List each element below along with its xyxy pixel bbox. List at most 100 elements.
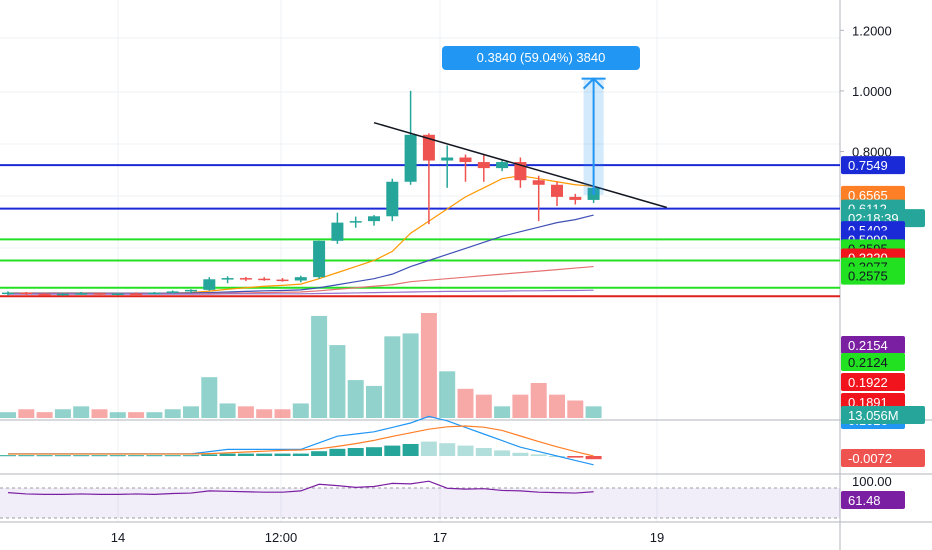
candle-body [93, 293, 106, 295]
macd-histogram-bar [36, 455, 53, 457]
macd-histogram-bar [457, 445, 474, 456]
macd-histogram-bar [329, 448, 346, 456]
volume-tag: 0.1922 [848, 375, 888, 390]
volume-tag: 13.056M [848, 408, 899, 423]
volume-bar [54, 409, 71, 418]
candle-body [313, 240, 326, 278]
macd-tag: -0.0072 [848, 451, 892, 466]
macd-histogram-bar [219, 453, 236, 456]
candle-body [349, 221, 362, 223]
volume-bar [402, 333, 419, 418]
candle-body [551, 184, 563, 197]
macd-histogram-bar [292, 453, 309, 456]
rsi-max-label: 100.00 [852, 474, 892, 489]
candle-body [331, 222, 344, 241]
macd-histogram-bar [237, 453, 254, 456]
volume-bar [164, 409, 181, 418]
volume-tag: 0.2154 [848, 338, 888, 353]
volume-bar [292, 403, 309, 418]
macd-histogram-bar [494, 450, 511, 456]
candle-body [294, 277, 307, 281]
price-axis-label: 1.0000 [852, 84, 892, 99]
candle-body [166, 291, 179, 293]
macd-histogram-bar [384, 445, 401, 456]
candle-body [56, 293, 69, 296]
volume-bar [530, 383, 547, 418]
macd-histogram-bar [18, 455, 35, 457]
candle-body [532, 180, 545, 185]
candle-body [404, 134, 417, 182]
volume-bar [311, 315, 328, 418]
macd-tag-bg [841, 449, 925, 467]
volume-tag-bg [841, 373, 905, 391]
volume-tag-bg [841, 406, 925, 424]
volume-bar [475, 394, 492, 418]
volume-bar [329, 345, 346, 418]
rsi-tag: 61.48 [848, 493, 881, 508]
candle-body [368, 216, 380, 222]
candle-body [20, 292, 33, 295]
trend-line [373, 121, 668, 209]
candle-body [459, 157, 472, 163]
price-tag-bg [841, 266, 905, 285]
measure-label: 0.3840 (59.04%) 3840 [442, 46, 640, 70]
macd-histogram-bar [91, 455, 108, 457]
candle-body [221, 278, 234, 280]
macd-histogram-bar [439, 443, 456, 456]
candle-body [258, 278, 271, 281]
macd-histogram-bar [475, 448, 492, 456]
volume-bar [347, 380, 364, 418]
candle-body [496, 162, 509, 169]
volume-bar [109, 412, 126, 418]
rsi-tag-bg [841, 491, 905, 509]
volume-bar [146, 412, 163, 418]
macd-histogram-bar [530, 454, 547, 456]
time-axis-label: 19 [650, 530, 664, 545]
macd-histogram-bar [201, 454, 218, 456]
candle-body [75, 293, 88, 295]
macd-histogram-bar [402, 444, 419, 456]
macd-histogram-bar [311, 451, 328, 456]
candle-body [148, 292, 161, 295]
macd-histogram-bar [146, 455, 163, 457]
macd-histogram-bar [73, 455, 90, 457]
candle-body [2, 292, 14, 295]
candle-body [111, 293, 124, 296]
volume-bar [585, 406, 602, 418]
macd-histogram-bar [347, 448, 364, 456]
candle-body [441, 157, 454, 161]
time-axis-label: 17 [433, 530, 447, 545]
volume-bar [73, 406, 90, 418]
macd-histogram-bar [585, 456, 602, 460]
volume-bar [366, 385, 382, 418]
macd-histogram-bar [128, 455, 145, 457]
volume-bar [439, 371, 456, 418]
volume-bar [237, 406, 254, 418]
macd-histogram-bar [256, 453, 273, 456]
macd-histogram-bar [512, 452, 529, 456]
moving-average-line [8, 214, 594, 294]
macd-histogram-bar [567, 456, 584, 458]
volume-bar [91, 409, 108, 418]
price-axis-label: 0.8000 [852, 144, 892, 159]
rsi-line [7, 480, 594, 496]
rsi-band [0, 488, 840, 518]
candle-body [130, 293, 143, 296]
macd-histogram-bar [109, 455, 126, 457]
volume-bar [384, 336, 401, 418]
volume-bar [36, 412, 53, 418]
macd-signal-line [8, 425, 594, 457]
candle-body [185, 289, 197, 292]
price-tag: 0.6565 [848, 188, 888, 203]
volume-bar [128, 412, 145, 418]
volume-bar [274, 409, 291, 418]
macd-histogram-bar [54, 455, 71, 457]
volume-bar [256, 409, 273, 418]
price-tag-bg [841, 185, 905, 204]
time-axis-label: 14 [111, 530, 125, 545]
price-axis-label: 1.2000 [852, 23, 892, 38]
candle-body [203, 279, 216, 290]
candle-body [422, 134, 435, 161]
volume-bar [512, 394, 529, 418]
